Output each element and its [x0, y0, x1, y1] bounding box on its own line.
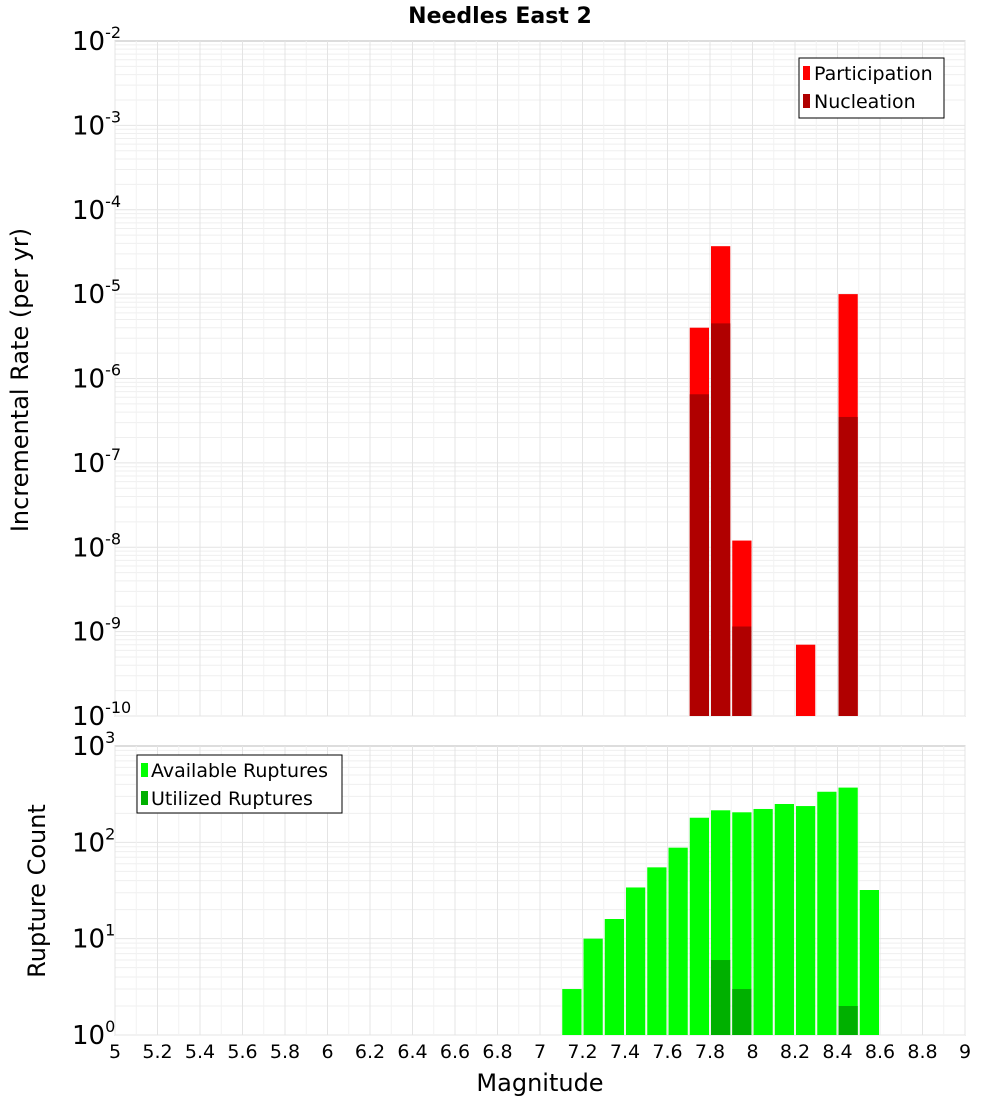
- top-y-axis-label: Incremental Rate (per yr): [6, 228, 34, 532]
- x-tick-label: 8.4: [822, 1041, 852, 1063]
- top-bar-nucleation: [711, 323, 731, 716]
- bottom-y-tick-label: 102: [72, 824, 115, 858]
- x-tick-label: 7.4: [610, 1041, 640, 1063]
- x-tick-label: 5.8: [270, 1041, 300, 1063]
- bottom-bar-available-ruptures: [583, 938, 603, 1035]
- top-bars: [689, 246, 858, 716]
- bottom-bar-available-ruptures: [774, 803, 794, 1035]
- top-y-tick-label: 10-2: [72, 23, 121, 57]
- x-tick-label: 7.2: [567, 1041, 597, 1063]
- legend-label-participation: Participation: [814, 63, 933, 85]
- top-legend: Participation Nucleation: [798, 57, 945, 119]
- top-grid: [114, 41, 966, 717]
- top-bar-nucleation: [689, 394, 709, 716]
- top-y-tick-label: 10-5: [72, 276, 121, 310]
- bottom-bar-utilized-ruptures: [711, 960, 731, 1035]
- bottom-y-axis-label: Rupture Count: [23, 804, 51, 978]
- top-y-tick-label: 10-4: [72, 192, 121, 226]
- top-bar-participation: [796, 644, 816, 716]
- x-tick-label: 5.4: [185, 1041, 215, 1063]
- bottom-bar-available-ruptures: [626, 887, 646, 1035]
- top-y-tick-label: 10-6: [72, 361, 121, 395]
- bottom-bar-available-ruptures: [668, 847, 688, 1035]
- bottom-legend-box: [136, 754, 343, 814]
- bottom-legend: Available Ruptures Utilized Ruptures: [136, 754, 343, 814]
- bottom-bar-available-ruptures: [838, 787, 858, 1035]
- x-tick-label: 8.8: [907, 1041, 937, 1063]
- x-tick-label: 6: [321, 1041, 333, 1063]
- top-legend-box: [798, 57, 945, 119]
- top-y-tick-label: 10-10: [72, 698, 131, 732]
- x-axis-label: Magnitude: [476, 1069, 603, 1097]
- legend-label-nucleation: Nucleation: [814, 91, 916, 113]
- x-ticks: 5 5.2 5.4 5.6 5.8 6 6.2 6.4 6.6 6.8 7 7.2 7.4 7.6 7.8 8…: [109, 1041, 971, 1063]
- legend-label-utilized: Utilized Ruptures: [151, 788, 313, 810]
- top-bar-nucleation: [838, 416, 858, 716]
- x-tick-label: 6.8: [482, 1041, 512, 1063]
- top-plot: 10-10 10-9 10-8 10-7 10-6 10-5 10-4 10-3 10-2 In…: [6, 23, 966, 732]
- bottom-bar-available-ruptures: [732, 812, 752, 1035]
- top-y-tick-label: 10-3: [72, 107, 121, 141]
- bottom-y-tick-label: 101: [72, 921, 115, 955]
- x-tick-label: 8.6: [865, 1041, 895, 1063]
- bottom-bar-available-ruptures: [647, 867, 667, 1035]
- legend-swatch-available: [141, 763, 148, 777]
- bottom-bar-available-ruptures: [859, 890, 879, 1035]
- bottom-bar-utilized-ruptures: [732, 989, 752, 1035]
- top-y-ticks: 10-10 10-9 10-8 10-7 10-6 10-5 10-4 10-3 10-2: [72, 23, 131, 732]
- x-tick-label: 8.2: [780, 1041, 810, 1063]
- chart-title: Needles East 2: [408, 4, 592, 29]
- legend-label-available: Available Ruptures: [151, 760, 328, 782]
- legend-swatch-utilized: [141, 791, 148, 805]
- legend-swatch-participation: [803, 66, 810, 80]
- bottom-bar-utilized-ruptures: [838, 1006, 858, 1035]
- bottom-bar-available-ruptures: [817, 791, 837, 1035]
- x-tick-label: 5: [109, 1041, 121, 1063]
- top-y-tick-label: 10-7: [72, 445, 121, 479]
- top-bar-nucleation: [732, 626, 752, 716]
- x-tick-label: 6.6: [440, 1041, 470, 1063]
- legend-swatch-nucleation: [803, 94, 810, 108]
- bottom-grid: [114, 746, 966, 1036]
- bottom-bar-available-ruptures: [796, 806, 816, 1035]
- x-tick-label: 9: [959, 1041, 971, 1063]
- top-y-tick-label: 10-9: [72, 614, 121, 648]
- bottom-y-tick-label: 103: [72, 728, 115, 762]
- x-tick-label: 6.2: [355, 1041, 385, 1063]
- bottom-y-ticks: 100 101 102 103: [72, 728, 115, 1051]
- bottom-plot: 100 101 102 103 Rupture Count Available Rup…: [23, 728, 966, 1051]
- x-tick-label: 7.6: [652, 1041, 682, 1063]
- x-tick-label: 7: [534, 1041, 546, 1063]
- x-tick-label: 5.6: [227, 1041, 257, 1063]
- bottom-bar-available-ruptures: [689, 817, 709, 1035]
- x-tick-label: 8: [746, 1041, 758, 1063]
- x-tick-label: 6.4: [397, 1041, 427, 1063]
- x-tick-label: 7.8: [695, 1041, 725, 1063]
- bottom-bars: [562, 787, 879, 1035]
- bottom-bar-available-ruptures: [753, 808, 773, 1035]
- x-tick-label: 5.2: [142, 1041, 172, 1063]
- bottom-y-tick-label: 100: [72, 1017, 115, 1051]
- bottom-bar-available-ruptures: [562, 989, 582, 1035]
- top-y-tick-label: 10-8: [72, 529, 121, 563]
- bottom-bar-available-ruptures: [604, 919, 624, 1035]
